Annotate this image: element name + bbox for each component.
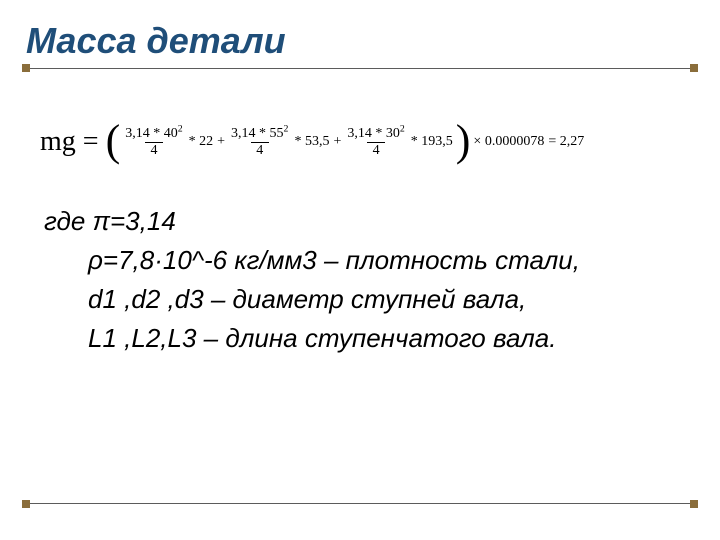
term-2-fraction: 3,14 * 552 4	[229, 126, 290, 158]
tail-mult: × 0.0000078	[473, 134, 544, 150]
def-d: d1 ,d2 ,d3 – диаметр ступней вала,	[88, 282, 680, 317]
plus-2: +	[333, 134, 341, 150]
paren-right: )	[456, 119, 471, 163]
def-where: где π=3,14	[44, 204, 680, 239]
content-area: mg = ( 3,14 * 402 4 * 22 + 3,14 * 552 4 …	[40, 120, 680, 360]
title-rule	[26, 68, 694, 69]
term-3-den: 4	[367, 142, 385, 158]
term-1-fraction: 3,14 * 402 4	[123, 126, 184, 158]
corner-square-bl	[22, 500, 30, 508]
corner-square-br	[690, 500, 698, 508]
term-3-num: 3,14 * 30	[347, 126, 400, 141]
mg-formula: ( 3,14 * 402 4 * 22 + 3,14 * 552 4 * 53,…	[105, 120, 587, 164]
slide: Масса детали mg = ( 3,14 * 402 4 * 22 + …	[0, 0, 720, 540]
term-1-exp: 2	[178, 123, 183, 134]
term-2-num: 3,14 * 55	[231, 126, 284, 141]
term-1-num: 3,14 * 40	[125, 126, 178, 141]
tail-eq: = 2,27	[548, 134, 584, 150]
term-1-den: 4	[145, 142, 163, 158]
term-3-mult: * 193,5	[411, 134, 453, 150]
term-2-mult: * 53,5	[294, 134, 329, 150]
page-title: Масса детали	[26, 20, 286, 62]
term-3-exp: 2	[400, 123, 405, 134]
def-l: L1 ,L2,L3 – длина ступенчатого вала.	[88, 321, 680, 356]
term-2-exp: 2	[284, 123, 289, 134]
definitions: где π=3,14 ρ=7,8·10^-6 кг/мм3 – плотност…	[40, 204, 680, 356]
corner-square-tl	[22, 64, 30, 72]
term-2-den: 4	[251, 142, 269, 158]
term-1-mult: * 22	[189, 134, 214, 150]
formula-row: mg = ( 3,14 * 402 4 * 22 + 3,14 * 552 4 …	[40, 120, 680, 164]
bottom-rule	[26, 503, 694, 504]
corner-square-tr	[690, 64, 698, 72]
plus-1: +	[217, 134, 225, 150]
mg-label: mg =	[40, 126, 99, 158]
def-rho: ρ=7,8·10^-6 кг/мм3 – плотность стали,	[40, 243, 680, 278]
paren-left: (	[106, 119, 121, 163]
term-3-fraction: 3,14 * 302 4	[345, 126, 406, 158]
